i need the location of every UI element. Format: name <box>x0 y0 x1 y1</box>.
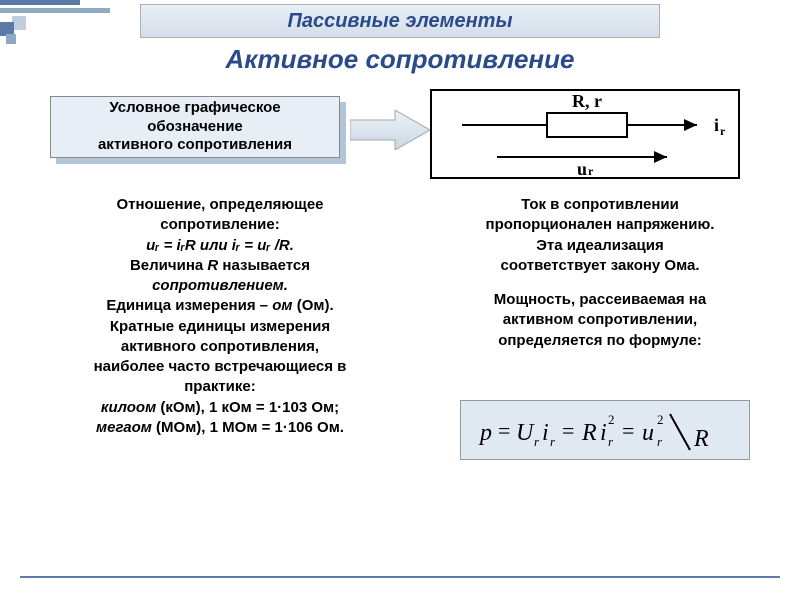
svg-text:r: r <box>550 434 556 449</box>
svg-text:2: 2 <box>657 412 664 427</box>
lt-formula: uᵣ = iᵣR или iᵣ = uᵣ /R. <box>146 237 294 254</box>
rt-p1l3: Эта идеализация <box>536 237 664 254</box>
left-text-column: Отношение, определяющее сопротивление: u… <box>40 195 400 438</box>
lt-l4b: R <box>207 257 218 274</box>
lt-l4c: называется <box>218 257 310 274</box>
rt-p1l2: пропорционален напряжению. <box>486 216 715 233</box>
svg-text:r: r <box>534 434 540 449</box>
def-line1: Условное графическое <box>109 99 280 116</box>
svg-text:U: U <box>516 420 535 446</box>
lt-l6c: (Ом). <box>293 297 334 314</box>
definition-box: Условное графическое обозначение активно… <box>50 96 340 158</box>
svg-text:r: r <box>588 164 594 177</box>
lt-l7: Кратные единицы измерения <box>110 318 330 335</box>
lt-l6b: ом <box>272 297 292 314</box>
rt-p1l1: Ток в сопротивлении <box>521 196 679 213</box>
right-text-column: Ток в сопротивлении пропорционален напря… <box>430 195 770 351</box>
lt-l9: наиболее часто встречающиеся в <box>94 358 347 375</box>
svg-text:r: r <box>657 434 663 449</box>
circuit-u-label: u <box>577 159 587 177</box>
rt-p2l1: Мощность, <box>494 291 580 308</box>
lt-l1: Отношение, определяющее <box>116 196 323 213</box>
lt-l12b: (МОм), 1 МОм = 1·106 Ом. <box>152 419 344 436</box>
rt-p2l1b: рассеиваемая на <box>579 291 706 308</box>
header-banner: Пассивные элементы <box>140 4 660 38</box>
lt-l11b: (кОм), 1 кОм = 1·103 Ом; <box>156 399 339 416</box>
power-formula: p = U r i r = R i r 2 = u r 2 R <box>460 400 750 460</box>
svg-text:i: i <box>600 420 607 446</box>
rt-p2l3: определяется по формуле: <box>498 332 702 349</box>
svg-text:r: r <box>608 434 614 449</box>
rt-p1l4: соответствует закону Ома. <box>500 257 699 274</box>
svg-text:2: 2 <box>608 412 615 427</box>
block-arrow-icon <box>350 110 430 150</box>
lt-l8: активного сопротивления, <box>121 338 319 355</box>
lt-l12a: мегаом <box>96 419 152 436</box>
rt-p2l2: активном сопротивлении, <box>503 311 697 328</box>
svg-text:=: = <box>562 418 574 443</box>
svg-text:i: i <box>542 420 549 446</box>
lt-l5: сопротивлением. <box>152 277 288 294</box>
svg-text:=: = <box>498 418 510 443</box>
svg-text:p: p <box>478 420 492 446</box>
lt-l4a: Величина <box>130 257 207 274</box>
footer-rule <box>20 576 780 578</box>
svg-text:r: r <box>720 124 726 138</box>
svg-text:u: u <box>642 420 654 446</box>
svg-text:R: R <box>693 426 709 452</box>
def-line2: обозначение <box>147 118 243 135</box>
lt-l6a: Единица измерения – <box>106 297 272 314</box>
circuit-i-label: i <box>714 115 719 135</box>
lt-l10: практике: <box>184 378 255 395</box>
lt-l11a: килоом <box>101 399 156 416</box>
svg-text:=: = <box>622 418 634 443</box>
circuit-top-label: R, r <box>572 91 602 111</box>
def-line3: активного сопротивления <box>98 136 292 153</box>
page-title: Активное сопротивление <box>0 44 800 75</box>
circuit-diagram: R, r i r u r <box>430 89 740 179</box>
lt-l2: сопротивление: <box>160 216 279 233</box>
svg-text:R: R <box>581 420 597 446</box>
header-banner-text: Пассивные элементы <box>287 10 512 33</box>
